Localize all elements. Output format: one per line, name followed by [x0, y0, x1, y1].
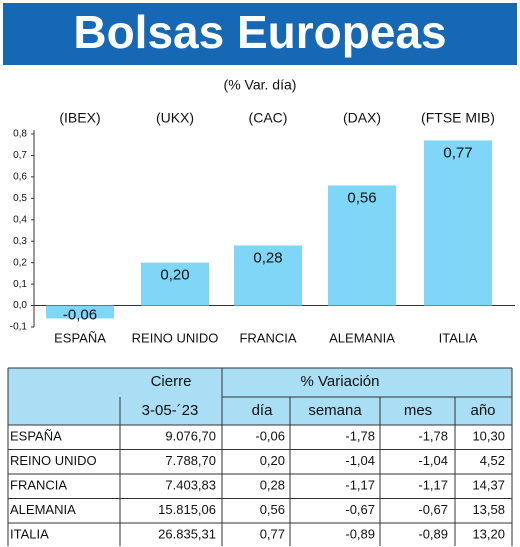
table-cell: ITALIA: [10, 527, 49, 542]
y-tick-label: 0,5: [13, 193, 27, 204]
table-cell: REINO UNIDO: [10, 453, 97, 468]
y-tick-label: -0,1: [10, 322, 28, 333]
table-cell: 10,30: [472, 429, 505, 444]
table-cell: 7.788,70: [165, 453, 216, 468]
bar: [141, 262, 209, 306]
table-cell: 0,56: [260, 502, 285, 517]
bar: [46, 305, 114, 319]
table-cell: 26.835,31: [158, 527, 216, 542]
x-tick-label: REINO UNIDO: [132, 330, 219, 345]
table-cell: -1,17: [418, 478, 448, 493]
y-tick-label: 0,7: [13, 150, 27, 161]
ticker-label: (DAX): [343, 110, 381, 126]
table-cell: -0,89: [345, 527, 375, 542]
title-banner: [3, 3, 517, 65]
ticker-label: (CAC): [249, 110, 288, 126]
y-tick-label: 0,6: [13, 172, 27, 183]
value-label: 0,20: [160, 267, 189, 284]
x-tick-label: ALEMANIA: [329, 330, 395, 345]
table-cell: 14,37: [472, 478, 505, 493]
table-header: mes: [404, 402, 432, 419]
table-cell: -0,89: [418, 527, 448, 542]
x-tick-label: FRANCIA: [239, 330, 296, 345]
x-tick-label: ITALIA: [439, 330, 478, 345]
table-cell: 0,77: [260, 527, 285, 542]
y-tick-label: 0,8: [13, 129, 27, 140]
table-cell: ESPAÑA: [10, 429, 62, 444]
y-tick-label: 0,1: [13, 279, 27, 290]
table-cell: 0,20: [260, 453, 285, 468]
y-tick-label: 0,0: [13, 300, 27, 311]
value-label: -0,06: [63, 307, 97, 324]
table-cell: ALEMANIA: [10, 502, 76, 517]
table-cell: 13,58: [472, 502, 505, 517]
table-cell: 0,28: [260, 478, 285, 493]
table-cell: 7.403,83: [165, 478, 216, 493]
table-cell: -1,04: [418, 453, 448, 468]
table-cell: 4,52: [480, 453, 505, 468]
y-tick-label: 0,2: [13, 257, 27, 268]
table-cell: -1,78: [418, 429, 448, 444]
table-cell: 9.076,70: [165, 429, 216, 444]
x-tick-label: ESPAÑA: [54, 330, 106, 345]
value-label: 0,56: [347, 189, 376, 206]
ticker-label: (UKX): [156, 110, 194, 126]
y-tick-label: 0,3: [13, 236, 27, 247]
table-cell: -1,78: [345, 429, 375, 444]
table-cell: -0,06: [255, 429, 285, 444]
table-cell: -1,17: [345, 478, 375, 493]
y-tick-label: 0,4: [13, 214, 27, 225]
table-header: año: [470, 402, 495, 419]
table-header: día: [252, 402, 274, 419]
table-header: % Variación: [301, 373, 380, 390]
ticker-label: (FTSE MIB): [421, 110, 495, 126]
table-header: semana: [308, 402, 362, 419]
table-header: 3-05-´23: [142, 402, 199, 419]
bar: [234, 245, 302, 306]
value-label: 0,77: [443, 144, 472, 161]
table-cell: 13,20: [472, 527, 505, 542]
table-cell: -1,04: [345, 453, 375, 468]
bar: [424, 140, 492, 306]
chart-subtitle: (% Var. día): [224, 77, 297, 93]
bar: [328, 185, 396, 306]
table-cell: 15.815,06: [158, 502, 216, 517]
table-header: Cierre: [151, 373, 192, 390]
table-cell: FRANCIA: [10, 478, 67, 493]
table-cell: -0,67: [345, 502, 375, 517]
chart-title: Bolsas Europeas: [73, 6, 446, 58]
value-label: 0,28: [253, 249, 282, 266]
table-cell: -0,67: [418, 502, 448, 517]
ticker-label: (IBEX): [59, 110, 100, 126]
